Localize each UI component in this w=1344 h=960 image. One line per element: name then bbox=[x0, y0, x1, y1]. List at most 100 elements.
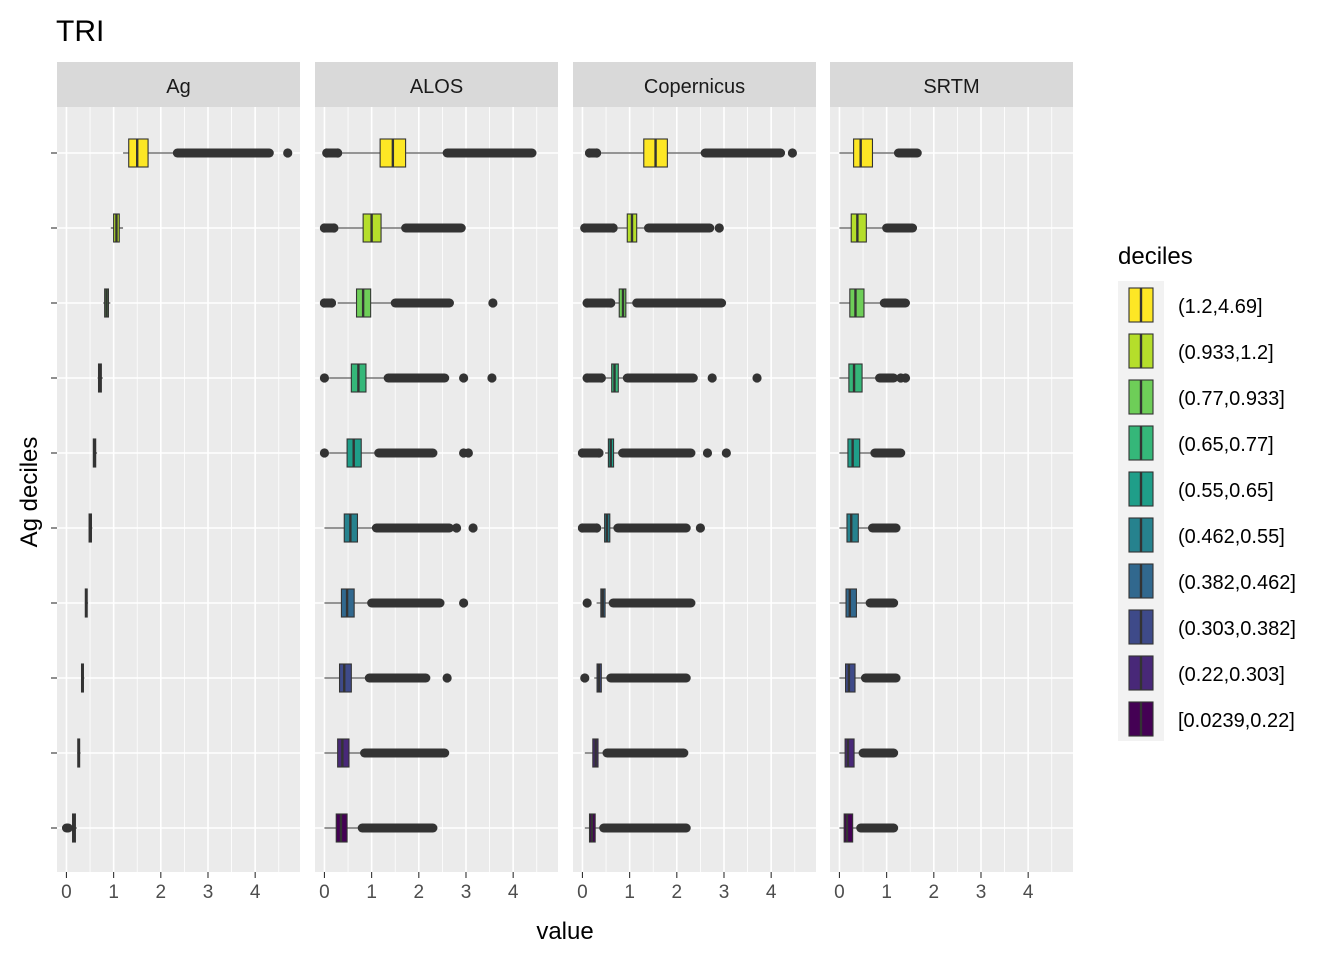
outlier-point bbox=[752, 373, 762, 383]
facet-strip bbox=[573, 62, 816, 107]
boxplot-1 bbox=[324, 813, 438, 843]
boxplot-3 bbox=[80, 663, 85, 693]
legend-item: [0.0239,0.22] bbox=[1128, 701, 1295, 737]
boxplot-2 bbox=[839, 738, 899, 768]
boxplot-4 bbox=[324, 588, 469, 618]
outlier-point bbox=[459, 373, 469, 383]
legend: deciles (1.2,4.69] (0.933,1.2] (0.77,0.933… bbox=[1118, 243, 1296, 741]
outlier-point bbox=[319, 373, 330, 383]
legend-label: (0.77,0.933] bbox=[1178, 388, 1285, 410]
boxplot-4 bbox=[84, 588, 89, 618]
x-tick-label: 3 bbox=[976, 882, 987, 903]
box bbox=[844, 738, 855, 768]
boxplot-10 bbox=[322, 138, 537, 168]
legend-item: (0.77,0.933] bbox=[1128, 379, 1285, 415]
x-tick-label: 2 bbox=[672, 882, 683, 903]
outlier-point bbox=[468, 523, 478, 533]
x-tick-label: 1 bbox=[108, 882, 119, 903]
box bbox=[846, 513, 859, 543]
panel-background bbox=[57, 107, 300, 872]
boxplot-8 bbox=[582, 288, 727, 318]
outlier-point bbox=[695, 523, 705, 533]
boxplot-6 bbox=[319, 438, 473, 468]
boxplot-9 bbox=[839, 213, 918, 243]
boxplot-5 bbox=[324, 513, 478, 543]
x-tick-label: 3 bbox=[461, 882, 472, 903]
facet-strip-label: Ag bbox=[166, 76, 190, 98]
outlier-point bbox=[487, 373, 497, 383]
legend-item: (1.2,4.69] bbox=[1128, 287, 1263, 323]
x-tick-label: 3 bbox=[203, 882, 214, 903]
outlier-point bbox=[283, 148, 293, 158]
legend-item: (0.933,1.2] bbox=[1128, 333, 1274, 369]
x-tick-label: 1 bbox=[881, 882, 892, 903]
boxplot-10 bbox=[584, 138, 798, 168]
outlier-point bbox=[442, 673, 452, 683]
boxplot-8 bbox=[103, 288, 111, 318]
x-tick-label: 4 bbox=[766, 882, 777, 903]
legend-item: (0.55,0.65] bbox=[1128, 471, 1274, 507]
outlier-point bbox=[459, 598, 469, 608]
boxplot-10 bbox=[123, 138, 293, 168]
boxplot-1 bbox=[61, 813, 77, 843]
outlier-point bbox=[319, 448, 330, 458]
facet-ag: Ag 0 1 2 3 4 bbox=[57, 62, 300, 903]
legend-item: (0.65,0.77] bbox=[1128, 425, 1274, 461]
boxplot-9 bbox=[110, 213, 124, 243]
x-tick-label: 3 bbox=[719, 882, 730, 903]
boxplot-5 bbox=[88, 513, 93, 543]
facet-alos: ALOS 0 1 2 3 4 bbox=[315, 62, 558, 903]
facet-panels: Ag 0 1 2 3 4 ALOS 0 1 2 3 4 Copernicus 0 1 2 3 4 SRTM 0 1 2 3 4 bbox=[51, 62, 1073, 903]
legend-label: [0.0239,0.22] bbox=[1178, 710, 1295, 732]
legend-item: (0.303,0.382] bbox=[1128, 609, 1296, 645]
boxplot-3 bbox=[839, 663, 901, 693]
y-axis-title: Ag deciles bbox=[16, 437, 43, 548]
boxplot-8 bbox=[319, 288, 498, 318]
facet-strip bbox=[315, 62, 558, 107]
facet-strip-label: SRTM bbox=[923, 76, 979, 98]
legend-item: (0.22,0.303] bbox=[1128, 655, 1285, 691]
facet-strip bbox=[57, 62, 300, 107]
boxplot-10 bbox=[839, 138, 922, 168]
chart-title: TRI bbox=[56, 15, 104, 48]
boxplot-7 bbox=[839, 363, 911, 393]
legend-label: (1.2,4.69] bbox=[1178, 296, 1263, 318]
boxplot-6 bbox=[577, 438, 731, 468]
panel-background bbox=[315, 107, 558, 872]
facet-strip-label: ALOS bbox=[410, 76, 463, 98]
outlier-point bbox=[702, 448, 713, 458]
outlier-point bbox=[900, 373, 911, 383]
boxplot-2 bbox=[584, 738, 689, 768]
boxplot-1 bbox=[839, 813, 899, 843]
x-tick-label: 0 bbox=[834, 882, 845, 903]
panel-background bbox=[573, 107, 816, 872]
panel-background bbox=[830, 107, 1073, 872]
legend-item: (0.382,0.462] bbox=[1128, 563, 1296, 599]
x-tick-label: 4 bbox=[250, 882, 261, 903]
outlier-point bbox=[787, 148, 798, 158]
legend-label: (0.382,0.462] bbox=[1178, 572, 1296, 594]
boxplot-4 bbox=[582, 588, 696, 618]
boxplot-3 bbox=[324, 663, 452, 693]
x-tick-label: 2 bbox=[929, 882, 940, 903]
x-tick-label: 0 bbox=[319, 882, 330, 903]
outlier-point bbox=[707, 373, 717, 383]
boxplot-2 bbox=[324, 738, 450, 768]
boxplot-6 bbox=[92, 438, 98, 468]
box bbox=[850, 213, 867, 243]
box bbox=[853, 138, 874, 168]
legend-label: (0.65,0.77] bbox=[1178, 434, 1274, 456]
boxplot-7 bbox=[97, 363, 103, 393]
outlier-point bbox=[451, 523, 462, 533]
outlier-point bbox=[580, 673, 590, 683]
x-axis-title: value bbox=[536, 918, 593, 945]
box bbox=[848, 363, 863, 393]
outlier-point bbox=[488, 298, 498, 308]
box bbox=[845, 588, 857, 618]
legend-label: (0.933,1.2] bbox=[1178, 342, 1274, 364]
facet-strip bbox=[830, 62, 1073, 107]
outlier-point bbox=[582, 598, 592, 608]
boxplot-5 bbox=[577, 513, 705, 543]
boxplot-2 bbox=[77, 738, 81, 768]
